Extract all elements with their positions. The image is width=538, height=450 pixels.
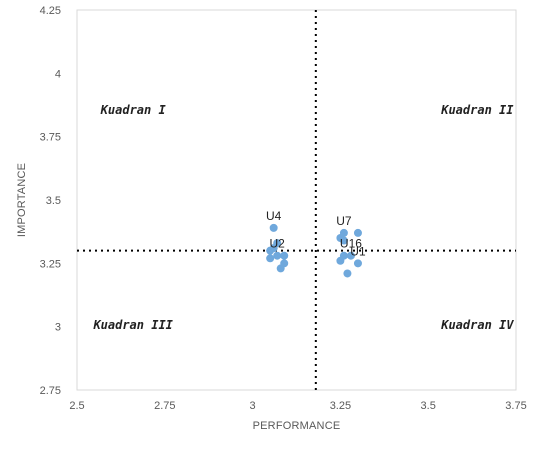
data-point[interactable] bbox=[273, 251, 282, 260]
data-point[interactable] bbox=[276, 264, 285, 273]
plot-area-border bbox=[76, 9, 517, 391]
data-point[interactable] bbox=[273, 239, 282, 248]
quadrant-label-4: Kuadran IV bbox=[440, 318, 514, 332]
point-label-u16: U16 bbox=[340, 237, 362, 251]
data-point[interactable] bbox=[339, 236, 348, 245]
point-label-u2: U2 bbox=[270, 237, 286, 251]
y-tick-label: 3.5 bbox=[46, 195, 61, 207]
point-label-u1: U1 bbox=[350, 244, 366, 258]
data-point[interactable] bbox=[280, 251, 289, 260]
y-tick-label: 3.25 bbox=[40, 258, 61, 270]
data-point[interactable] bbox=[336, 256, 345, 265]
x-tick-label: 3 bbox=[250, 400, 256, 412]
y-tick-label: 2.75 bbox=[40, 385, 61, 397]
x-tick-label: 3.25 bbox=[330, 400, 351, 412]
y-tick-label: 3.75 bbox=[40, 132, 61, 144]
data-point[interactable] bbox=[269, 223, 278, 232]
data-point[interactable] bbox=[343, 269, 352, 278]
point-label-u4: U4 bbox=[266, 209, 282, 223]
data-point[interactable] bbox=[266, 254, 275, 263]
y-tick-label: 3 bbox=[55, 322, 61, 334]
point-label-u7: U7 bbox=[336, 214, 352, 228]
y-axis-title: IMPORTANCE bbox=[16, 163, 28, 237]
x-tick-label: 2.5 bbox=[69, 400, 84, 412]
x-tick-label: 3.75 bbox=[505, 400, 526, 412]
quadrant-label-3: Kuadran III bbox=[92, 318, 173, 332]
data-point[interactable] bbox=[346, 251, 355, 260]
y-tick-label: 4.25 bbox=[40, 5, 61, 17]
y-tick-label: 4 bbox=[55, 68, 61, 80]
x-tick-label: 3.5 bbox=[421, 400, 436, 412]
quadrant-label-1: Kuadran I bbox=[100, 103, 167, 117]
data-point[interactable] bbox=[353, 259, 362, 268]
data-point[interactable] bbox=[353, 228, 362, 237]
quadrant-label-2: Kuadran II bbox=[440, 103, 514, 117]
x-axis-title: PERFORMANCE bbox=[253, 420, 341, 432]
x-tick-label: 2.75 bbox=[154, 400, 175, 412]
data-point[interactable] bbox=[266, 246, 275, 255]
